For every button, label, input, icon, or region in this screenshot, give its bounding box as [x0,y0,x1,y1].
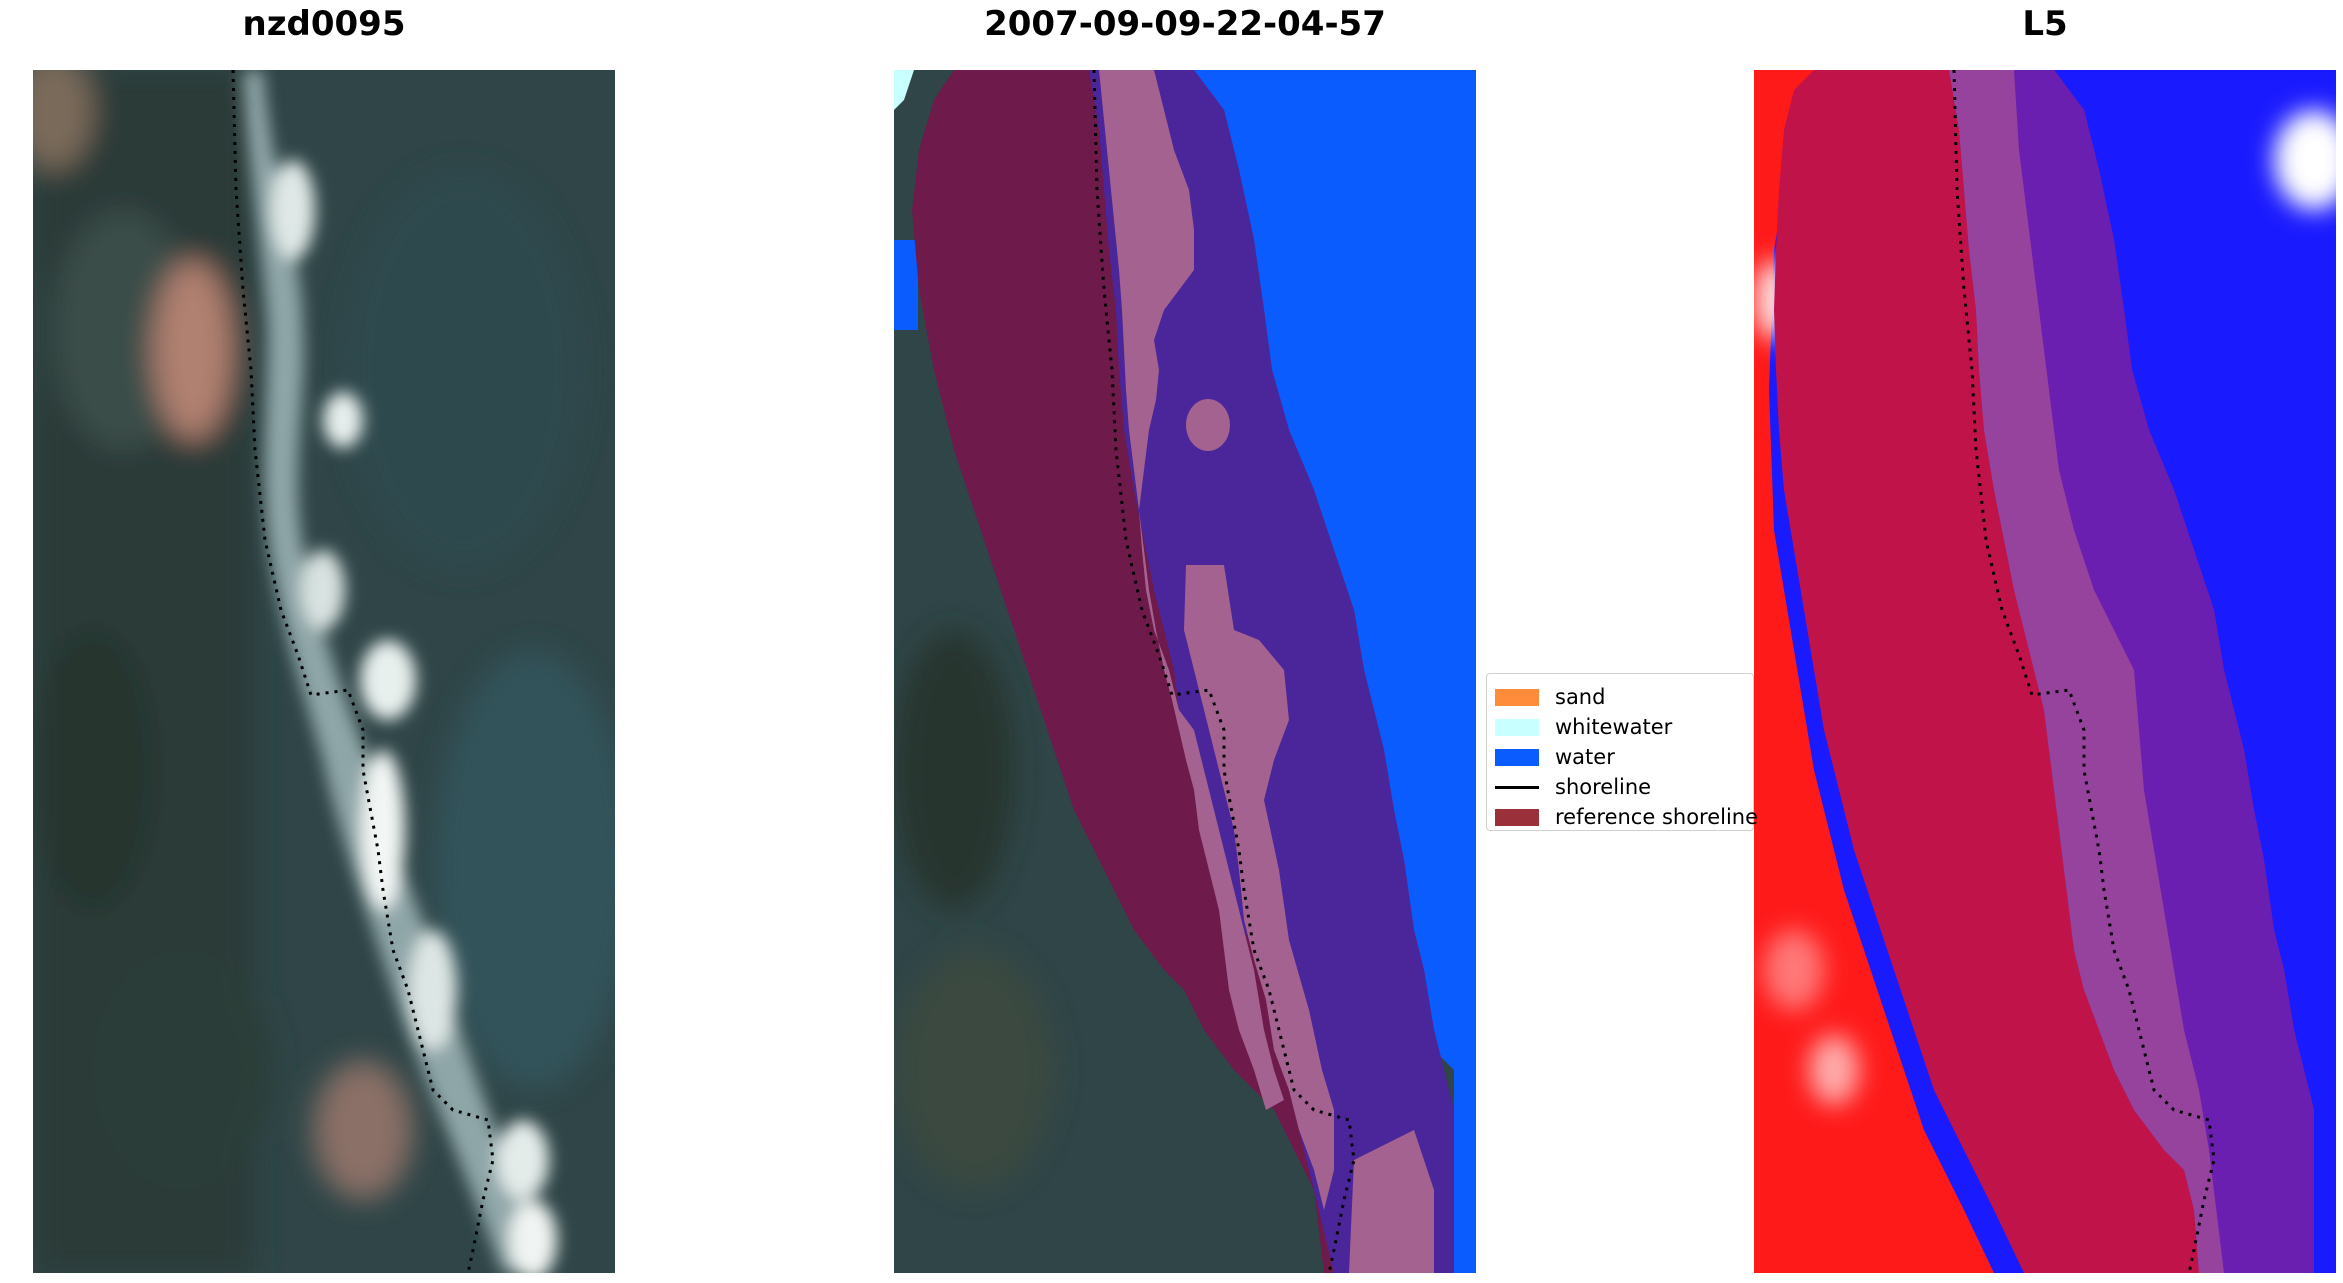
legend-label: reference shoreline [1555,805,1759,829]
classification-image [894,70,1476,1273]
index-image [1754,70,2336,1273]
rgb-image [33,70,615,1273]
sand-swatch [1495,688,1539,706]
reference-shoreline-swatch [1495,808,1539,826]
rgb-image-panel [33,70,615,1273]
panel-title-rgb: nzd0095 [242,4,406,44]
legend-item-reference-shoreline: reference shoreline [1495,802,1758,832]
whitewater-swatch [1495,718,1539,736]
index-panel [1754,70,2336,1273]
legend-label: sand [1555,685,1606,709]
legend-item-sand: sand [1495,682,1605,712]
legend-item-water: water [1495,742,1615,772]
legend-label: shoreline [1555,775,1652,799]
legend-item-shoreline: shoreline [1495,772,1651,802]
legend: sand whitewater water shoreline referenc… [1486,673,1758,831]
legend-label: water [1555,745,1615,769]
shoreline-line-swatch [1495,785,1539,789]
legend-label: whitewater [1555,715,1673,739]
shoreline-trace [1092,70,1356,1273]
panel-title-index: L5 [2022,4,2068,44]
shoreline-trace [1952,70,2216,1273]
panel-title-classification: 2007-09-09-22-04-57 [984,4,1386,44]
classification-panel [894,70,1476,1273]
legend-item-whitewater: whitewater [1495,712,1672,742]
shoreline-trace [231,70,495,1273]
water-swatch [1495,748,1539,766]
